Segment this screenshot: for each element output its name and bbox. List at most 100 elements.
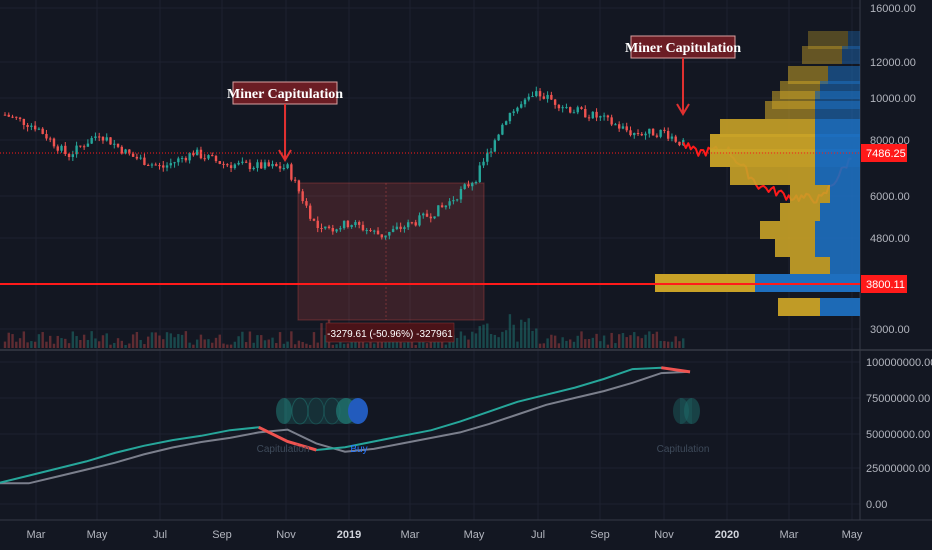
measure-label[interactable]: -3279.61 (-50.96%) -327961: [325, 322, 455, 343]
volume-bar: [516, 341, 519, 348]
volume-bar: [339, 337, 342, 348]
candle-body: [207, 155, 210, 159]
volume-profile-bar-down: [820, 203, 860, 221]
volume-bar: [482, 324, 485, 348]
volume-bar: [587, 338, 591, 348]
candle-body: [606, 115, 610, 118]
candle-body: [237, 162, 240, 165]
arrow-down-icon: [676, 103, 690, 116]
volume-bar: [146, 336, 150, 348]
volume-bar: [214, 337, 218, 348]
miner-capitulation-annotation-2[interactable]: Miner Capitulation: [625, 35, 741, 116]
candle-body: [376, 230, 380, 235]
measure-label-text: -3279.61 (-50.96%) -327961: [327, 329, 453, 340]
candle-body: [448, 201, 451, 206]
indicator-tick-label: 25000000.00: [866, 463, 930, 475]
candle-body: [516, 107, 519, 112]
volume-bar: [678, 341, 681, 348]
candle-body: [471, 183, 474, 187]
volume-bar: [162, 339, 165, 348]
volume-bar: [286, 341, 289, 348]
volume-bar: [486, 323, 489, 348]
candle-body: [124, 149, 127, 154]
time-axis[interactable]: Mar May Jul Sep Nov 2019 Mar May Jul Sep…: [27, 529, 863, 541]
price-axis[interactable]: 16000.00 12000.00 10000.00 8000.00 6000.…: [861, 3, 916, 336]
candle-body: [180, 157, 184, 159]
candle-body: [625, 126, 628, 131]
candle-body: [188, 152, 191, 161]
volume-bar: [636, 336, 640, 348]
indicator-axis[interactable]: 100000000.00 75000000.00 50000000.00 250…: [866, 357, 932, 511]
candle-body: [489, 151, 493, 153]
volume-profile-bar-up: [760, 221, 815, 239]
candle-body: [587, 117, 591, 119]
candle-body: [260, 162, 263, 169]
candle-body: [305, 201, 308, 206]
volume-bar: [165, 332, 169, 348]
volume-profile-bar-down: [815, 101, 860, 119]
candle-body: [252, 167, 255, 170]
candle-body: [226, 164, 229, 166]
miner-capitulation-label-2: Miner Capitulation: [625, 41, 741, 56]
candle-body: [116, 143, 120, 147]
volume-bar: [128, 343, 131, 348]
volume-bar: [263, 340, 267, 348]
volume-bar: [218, 334, 221, 348]
candle-body: [610, 117, 613, 125]
candle-body: [663, 129, 666, 131]
time-tick-label: May: [842, 529, 863, 541]
volume-bar: [621, 333, 625, 348]
candle-body: [120, 146, 124, 154]
candle-body: [467, 184, 470, 187]
volume-bar: [512, 324, 515, 348]
volume-bar: [403, 342, 406, 348]
volume-bar: [75, 336, 78, 348]
volume-bar: [45, 341, 48, 348]
volume-bar: [90, 331, 93, 348]
candle-body: [233, 164, 237, 169]
volume-bar: [350, 340, 353, 348]
time-tick-label: Mar: [780, 529, 799, 541]
volume-profile-bar-up: [710, 149, 815, 167]
volume-bar: [629, 335, 632, 348]
candle-body: [267, 162, 270, 167]
volume-bar: [143, 344, 146, 348]
candle-body: [60, 145, 63, 151]
indicator-capitulation-segment: [258, 425, 317, 452]
candle-body: [15, 116, 18, 118]
volume-profile-bar-up: [802, 46, 842, 64]
volume-bar: [471, 331, 474, 348]
volume-bar: [169, 333, 172, 348]
candle-body: [82, 146, 86, 148]
volume-bar: [120, 340, 124, 348]
candle-body: [535, 91, 538, 97]
volume-bar: [553, 335, 557, 348]
volume-bar: [192, 344, 195, 348]
candle-body: [512, 111, 515, 113]
candle-body: [433, 216, 436, 219]
volume-bar: [131, 334, 135, 348]
candle-body: [150, 164, 154, 166]
volume-bar: [278, 332, 282, 348]
volume-bar: [557, 343, 561, 348]
volume-bar: [478, 326, 481, 348]
volume-bar: [584, 339, 587, 348]
volume-profile-bar-down: [815, 167, 860, 185]
time-tick-label: May: [87, 529, 108, 541]
candle-body: [90, 137, 93, 144]
volume-profile-bar-down: [830, 257, 860, 275]
volume-bar: [406, 340, 410, 348]
measure-box[interactable]: [297, 182, 485, 321]
candle-body: [444, 205, 448, 208]
candle-body: [7, 114, 10, 117]
volume-bar: [71, 331, 75, 348]
miner-capitulation-annotation-1[interactable]: Miner Capitulation: [227, 81, 343, 162]
volume-bar: [241, 331, 244, 348]
price-tick-label: 6000.00: [870, 191, 910, 203]
time-tick-label: 2019: [337, 529, 361, 541]
candle-body: [312, 218, 316, 221]
candle-body: [361, 224, 365, 231]
candle-body: [33, 125, 37, 130]
volume-bar: [523, 321, 527, 348]
candle-body: [403, 227, 406, 229]
